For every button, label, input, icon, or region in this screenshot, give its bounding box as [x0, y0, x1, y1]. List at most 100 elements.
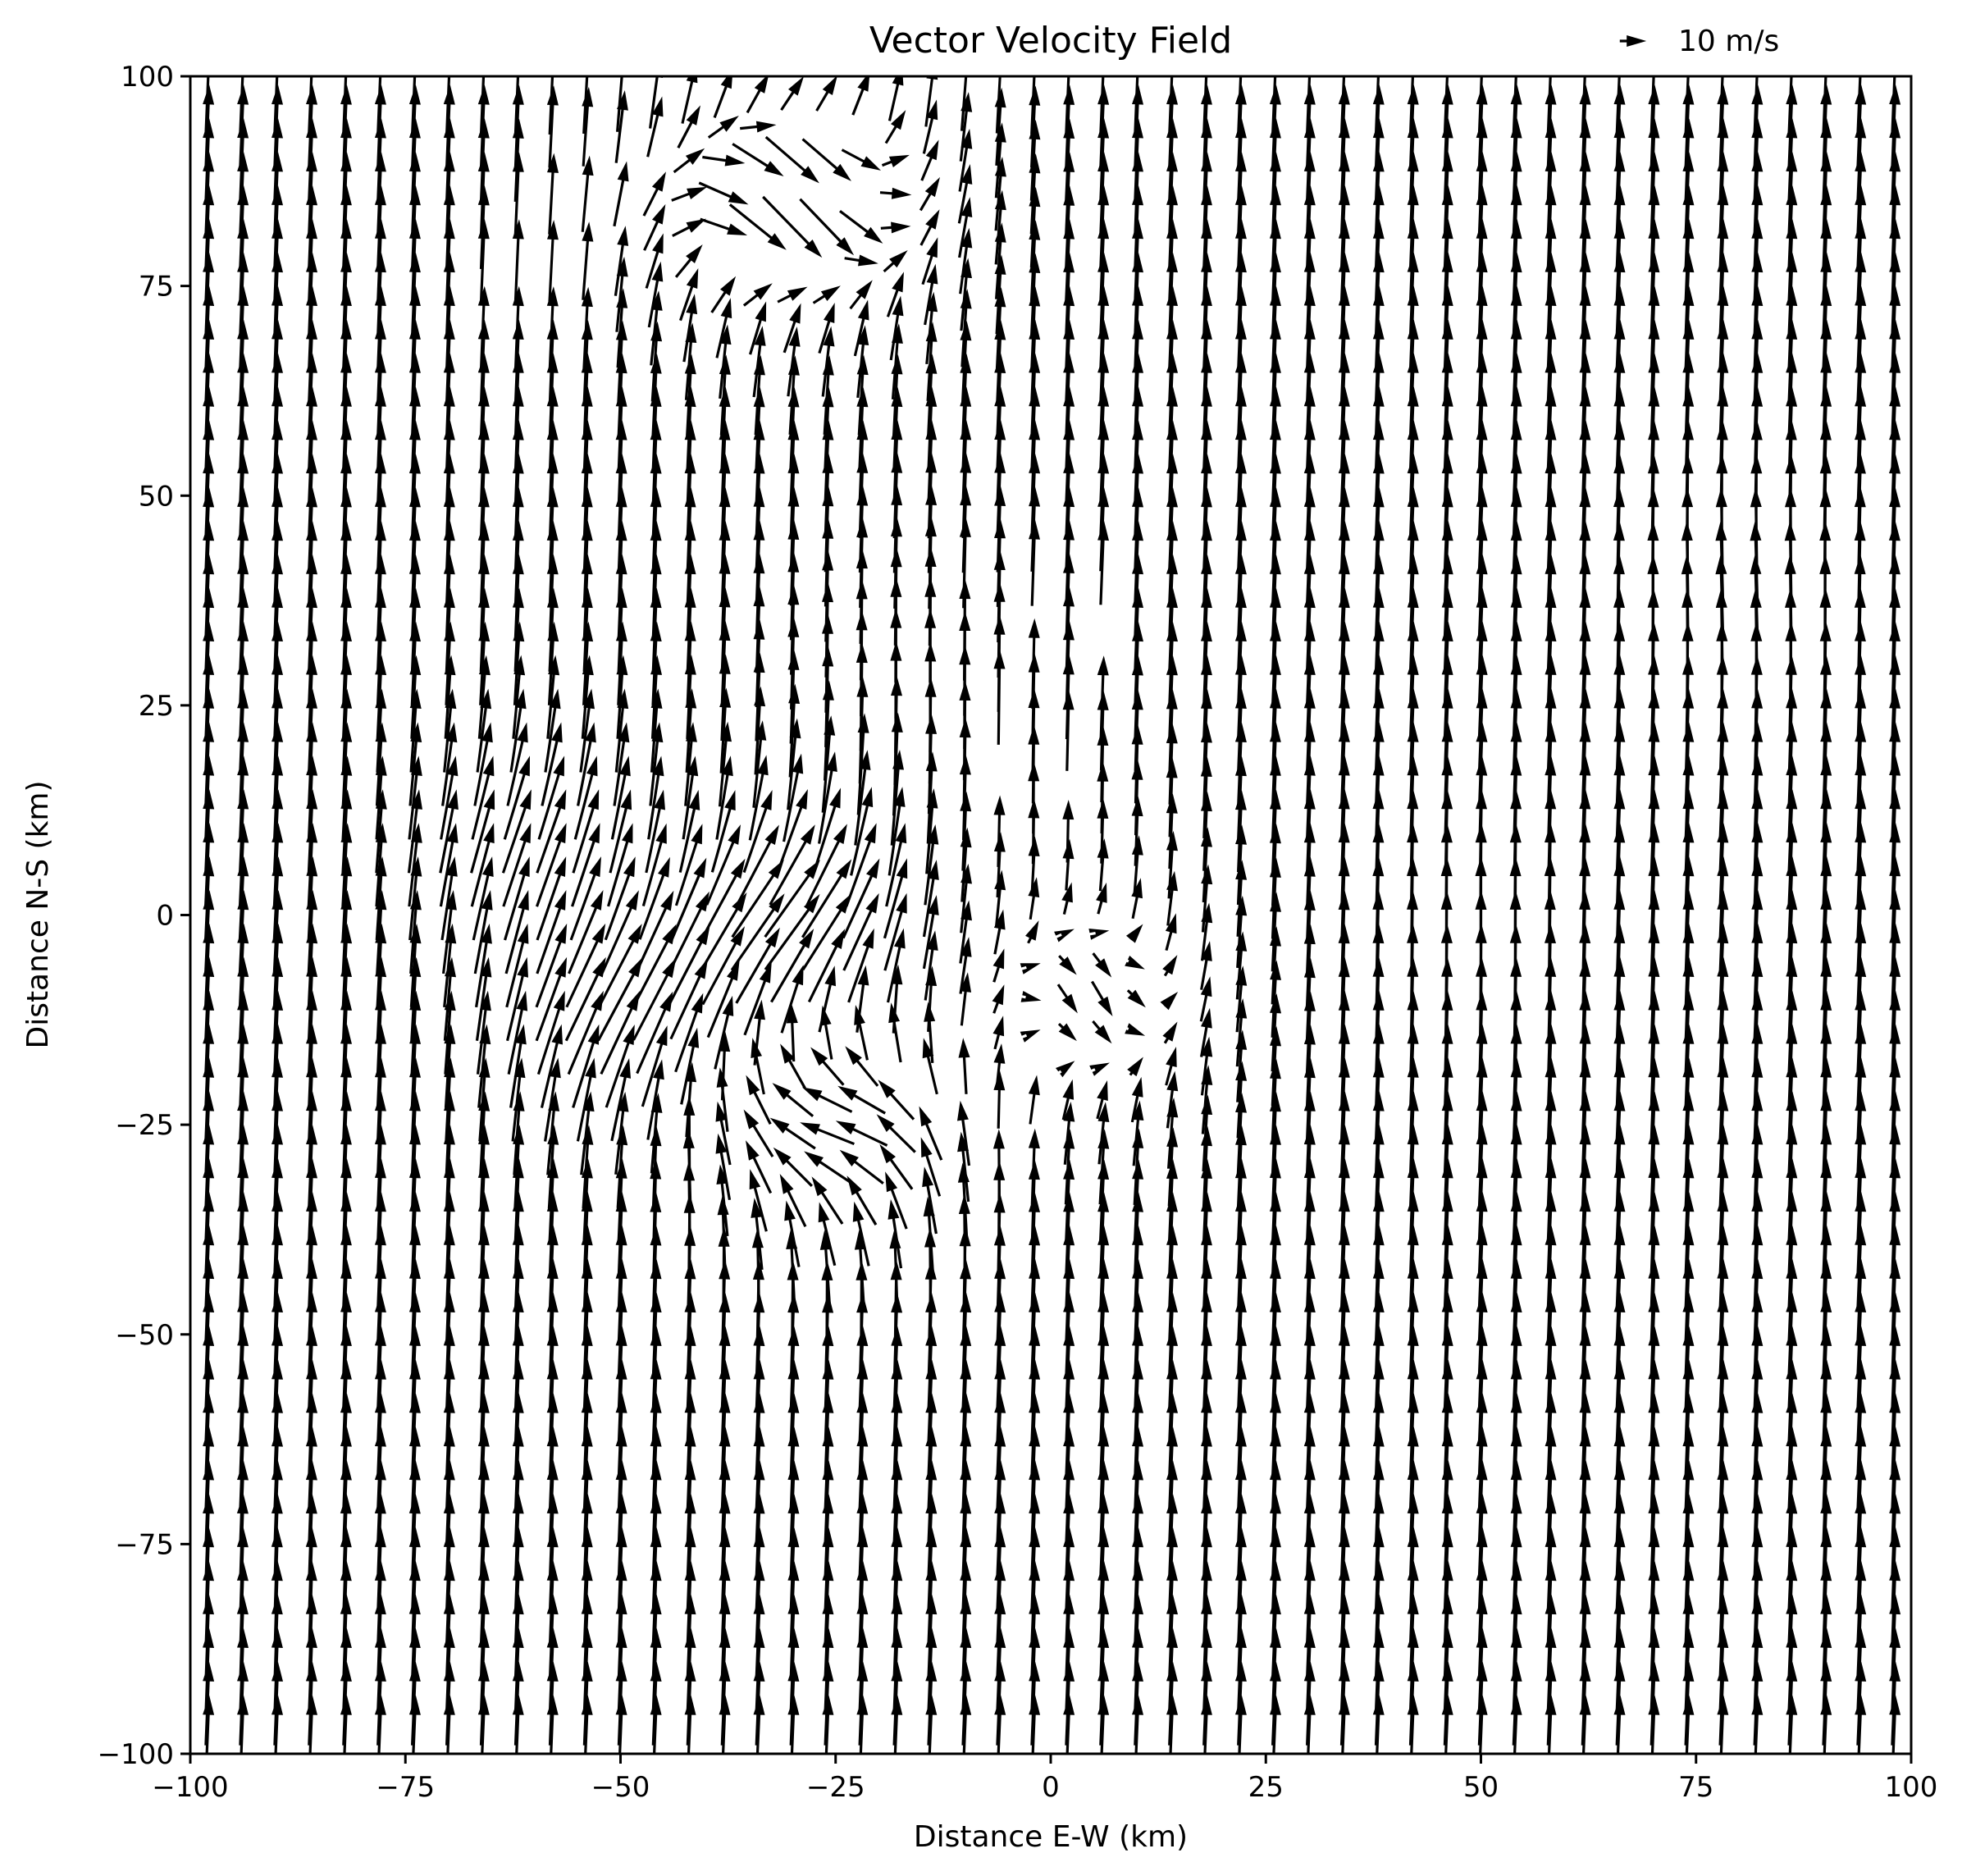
vector-arrow: [1441, 789, 1453, 874]
x-tick-label: 100: [1885, 1771, 1938, 1804]
vector-arrow: [1510, 84, 1522, 169]
vector-arrow: [569, 856, 601, 941]
vector-arrow: [632, 924, 677, 1007]
vector-arrow: [1820, 688, 1832, 773]
vector-arrow: [1372, 722, 1385, 806]
vector-arrow: [1717, 1057, 1729, 1142]
vector-arrow: [1682, 1192, 1695, 1276]
vector-arrow: [271, 152, 283, 236]
vector-arrow: [443, 1292, 455, 1376]
vector-arrow: [1648, 1460, 1660, 1545]
vector-arrow: [1579, 252, 1591, 336]
vector-arrow: [1029, 1594, 1041, 1678]
vector-arrow: [1132, 118, 1143, 203]
vector-arrow: [1648, 1292, 1660, 1376]
vector-arrow: [1510, 319, 1522, 404]
vector-arrow: [1682, 420, 1694, 504]
vector-arrow: [512, 285, 524, 370]
vector-arrow: [1372, 1594, 1385, 1678]
vector-arrow: [1166, 1226, 1178, 1309]
vector-arrow: [1476, 487, 1488, 572]
vector-arrow: [1751, 1326, 1764, 1410]
vector-arrow: [812, 787, 841, 875]
vector-arrow: [1200, 655, 1212, 739]
vector-arrow: [718, 721, 732, 807]
vector-arrow: [1303, 555, 1316, 638]
vector-arrow: [1407, 789, 1419, 874]
vector-arrow: [443, 923, 457, 1007]
vector-arrow: [1613, 1393, 1626, 1477]
vector-arrow: [1372, 1494, 1385, 1578]
vector-arrow: [1338, 285, 1350, 370]
vector-arrow: [536, 856, 567, 941]
vector-arrow: [535, 923, 568, 1008]
vector-arrow: [203, 1226, 215, 1309]
vector-arrow: [650, 321, 663, 402]
vector-arrow: [1235, 1093, 1247, 1174]
vector-arrow: [746, 76, 769, 114]
vector-arrow: [753, 652, 765, 742]
vector-arrow: [1786, 789, 1798, 874]
vector-arrow: [1166, 723, 1178, 805]
vector-arrow: [1372, 823, 1385, 907]
vector-arrow: [650, 1460, 662, 1545]
vector-arrow: [408, 487, 421, 572]
vector-arrow: [615, 420, 627, 504]
vector-arrow: [919, 176, 940, 212]
vector-arrow: [753, 520, 765, 605]
vector-arrow: [1234, 219, 1247, 303]
vector-arrow: [1889, 1158, 1901, 1243]
vector-arrow: [375, 621, 386, 705]
vector-arrow: [684, 722, 697, 806]
vector-arrow: [340, 1158, 352, 1243]
vector-arrow: [1269, 353, 1281, 437]
vector-arrow: [822, 453, 834, 538]
vector-arrow: [1097, 1561, 1110, 1645]
vector-arrow: [1648, 1192, 1660, 1276]
vector-arrow: [922, 860, 939, 938]
vector-arrow: [1338, 587, 1350, 672]
vector-arrow: [535, 956, 568, 1042]
vector-arrow: [1303, 1627, 1316, 1712]
vector-arrow: [1338, 1292, 1350, 1376]
vector-arrow: [787, 1326, 800, 1410]
vector-arrow: [856, 1661, 869, 1746]
vector-arrow: [1579, 487, 1591, 572]
vector-arrow: [408, 554, 421, 638]
vector-arrow: [1269, 857, 1281, 939]
vector-arrow: [787, 1359, 800, 1444]
vector-arrow: [1855, 118, 1867, 203]
vector-arrow: [1888, 521, 1900, 605]
vector-arrow: [1648, 1527, 1660, 1612]
vector-arrow: [408, 1326, 421, 1410]
vector-arrow: [512, 655, 526, 739]
vector-arrow: [546, 319, 559, 404]
vector-arrow: [1579, 1326, 1591, 1410]
vector-arrow: [1476, 118, 1488, 203]
vector-arrow: [375, 823, 387, 907]
vector-arrow: [1510, 990, 1522, 1075]
vector-arrow: [994, 453, 1006, 538]
vector-arrow: [582, 76, 589, 135]
vector-arrow: [1441, 1226, 1453, 1309]
vector-arrow: [1682, 252, 1695, 336]
vector-arrow: [1131, 878, 1143, 920]
vector-arrow: [512, 1258, 524, 1343]
vector-arrow: [1372, 1326, 1385, 1410]
vector-arrow: [579, 688, 595, 773]
vector-arrow: [1717, 1091, 1729, 1175]
vector-arrow: [650, 1527, 662, 1612]
vector-arrow: [1201, 1627, 1212, 1712]
vector-arrow: [408, 353, 421, 437]
vector-arrow: [408, 521, 421, 605]
vector-arrow: [1717, 1226, 1729, 1309]
vector-arrow: [1786, 923, 1798, 1007]
y-tick-label: −50: [115, 1319, 174, 1352]
vector-arrow: [1751, 285, 1764, 370]
vector-arrow: [1063, 1561, 1075, 1645]
vector-arrow: [1372, 755, 1385, 840]
vector-arrow: [1372, 420, 1385, 504]
vector-arrow: [650, 1561, 662, 1645]
vector-arrow: [1751, 990, 1764, 1075]
vector-arrow: [891, 1561, 903, 1645]
